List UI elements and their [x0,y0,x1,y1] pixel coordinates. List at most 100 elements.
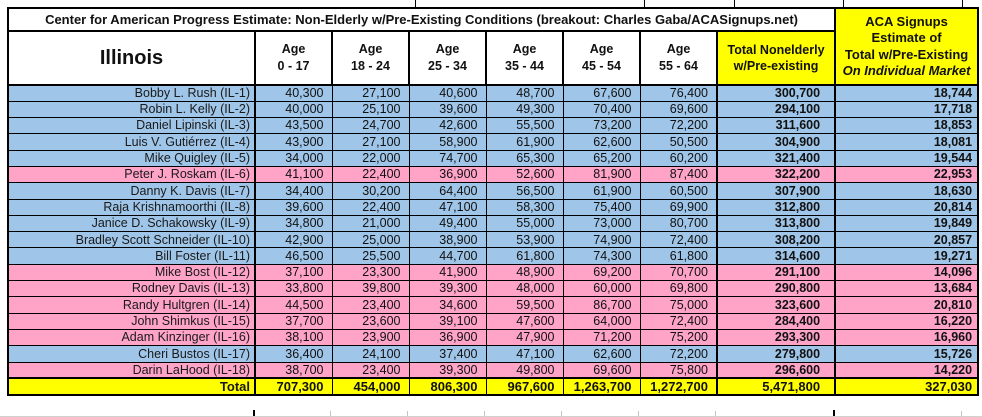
state-header[interactable]: Illinois [7,30,256,86]
age-value-cell[interactable]: 80,700 [639,214,718,233]
age-value-cell[interactable]: 37,100 [254,263,333,282]
age-value-cell[interactable]: 22,400 [331,165,410,184]
age-value-cell[interactable]: 58,300 [485,198,564,216]
age-value-cell[interactable]: 47,100 [485,345,564,363]
district-name-cell[interactable]: John Shimkus (IL-15) [7,312,256,330]
age-value-cell[interactable]: 49,400 [408,214,487,233]
total-age-value-cell[interactable]: 1,263,700 [562,377,641,397]
age-value-cell[interactable]: 69,800 [639,280,718,298]
age-value-cell[interactable]: 74,300 [562,247,641,265]
age-value-cell[interactable]: 50,500 [639,133,718,151]
age-value-cell[interactable]: 40,000 [254,100,333,119]
total-value-cell[interactable]: 323,600 [715,296,837,314]
district-name-cell[interactable]: Luis V. Gutiérrez (IL-4) [7,133,256,151]
age-column-header[interactable]: Age 0 - 17 [254,30,333,86]
aca-value-cell[interactable]: 19,271 [834,247,980,265]
age-value-cell[interactable]: 23,600 [331,312,410,330]
age-value-cell[interactable]: 30,200 [331,182,410,200]
age-value-cell[interactable]: 61,900 [562,182,641,200]
age-value-cell[interactable]: 74,900 [562,231,641,249]
age-value-cell[interactable]: 72,400 [639,312,718,330]
age-value-cell[interactable]: 34,800 [254,214,333,233]
age-value-cell[interactable]: 39,600 [408,100,487,119]
age-value-cell[interactable]: 38,700 [254,361,333,379]
age-value-cell[interactable]: 22,000 [331,149,410,167]
age-value-cell[interactable]: 72,400 [639,231,718,249]
district-name-cell[interactable]: Janice D. Schakowsky (IL-9) [7,214,256,233]
district-name-cell[interactable]: Adam Kinzinger (IL-16) [7,328,256,347]
age-value-cell[interactable]: 40,300 [254,84,333,102]
age-value-cell[interactable]: 62,600 [562,345,641,363]
age-value-cell[interactable]: 61,800 [485,247,564,265]
district-name-cell[interactable]: Bobby L. Rush (IL-1) [7,84,256,102]
aca-value-cell[interactable]: 18,744 [834,84,980,102]
age-value-cell[interactable]: 69,600 [562,361,641,379]
age-value-cell[interactable]: 36,900 [408,165,487,184]
age-value-cell[interactable]: 25,500 [331,247,410,265]
age-value-cell[interactable]: 39,300 [408,280,487,298]
total-column-header[interactable]: Total Nonelderly w/Pre-existing [715,30,837,86]
age-value-cell[interactable]: 71,200 [562,328,641,347]
total-label-cell[interactable]: Total [7,377,256,397]
age-value-cell[interactable]: 21,000 [331,214,410,233]
age-value-cell[interactable]: 37,400 [408,345,487,363]
district-name-cell[interactable]: Raja Krishnamoorthi (IL-8) [7,198,256,216]
age-value-cell[interactable]: 39,600 [254,198,333,216]
age-value-cell[interactable]: 61,900 [485,133,564,151]
total-value-cell[interactable]: 296,600 [715,361,837,379]
age-column-header[interactable]: Age 45 - 54 [562,30,641,86]
age-value-cell[interactable]: 55,000 [485,214,564,233]
age-value-cell[interactable]: 39,100 [408,312,487,330]
aca-value-cell[interactable]: 20,857 [834,231,980,249]
age-column-header[interactable]: Age 18 - 24 [331,30,410,86]
age-value-cell[interactable]: 42,900 [254,231,333,249]
age-value-cell[interactable]: 70,400 [562,100,641,119]
age-column-header[interactable]: Age 55 - 64 [639,30,718,86]
total-value-cell[interactable]: 291,100 [715,263,837,282]
age-value-cell[interactable]: 43,500 [254,117,333,135]
age-column-header[interactable]: Age 35 - 44 [485,30,564,86]
age-value-cell[interactable]: 24,100 [331,345,410,363]
district-name-cell[interactable]: Mike Bost (IL-12) [7,263,256,282]
aca-value-cell[interactable]: 15,726 [834,345,980,363]
age-value-cell[interactable]: 34,600 [408,296,487,314]
age-value-cell[interactable]: 41,900 [408,263,487,282]
district-name-cell[interactable]: Cheri Bustos (IL-17) [7,345,256,363]
age-value-cell[interactable]: 39,800 [331,280,410,298]
total-value-cell[interactable]: 322,200 [715,165,837,184]
total-age-value-cell[interactable]: 454,000 [331,377,410,397]
aca-value-cell[interactable]: 14,096 [834,263,980,282]
age-value-cell[interactable]: 65,300 [485,149,564,167]
grand-total-cell[interactable]: 5,471,800 [715,377,837,397]
district-name-cell[interactable]: Randy Hultgren (IL-14) [7,296,256,314]
age-value-cell[interactable]: 67,600 [562,84,641,102]
age-value-cell[interactable]: 56,500 [485,182,564,200]
aca-value-cell[interactable]: 16,960 [834,328,980,347]
aca-value-cell[interactable]: 20,810 [834,296,980,314]
age-value-cell[interactable]: 48,000 [485,280,564,298]
aca-column-header[interactable]: ACA Signups Estimate of Total w/Pre-Exis… [834,7,980,86]
age-value-cell[interactable]: 64,400 [408,182,487,200]
age-value-cell[interactable]: 49,300 [485,100,564,119]
age-value-cell[interactable]: 69,900 [639,198,718,216]
age-value-cell[interactable]: 27,100 [331,133,410,151]
age-value-cell[interactable]: 23,300 [331,263,410,282]
district-name-cell[interactable]: Danny K. Davis (IL-7) [7,182,256,200]
age-value-cell[interactable]: 38,100 [254,328,333,347]
age-value-cell[interactable]: 75,000 [639,296,718,314]
district-name-cell[interactable]: Bill Foster (IL-11) [7,247,256,265]
age-value-cell[interactable]: 75,200 [639,328,718,347]
age-value-cell[interactable]: 44,700 [408,247,487,265]
age-value-cell[interactable]: 37,700 [254,312,333,330]
age-value-cell[interactable]: 36,900 [408,328,487,347]
age-value-cell[interactable]: 70,700 [639,263,718,282]
aca-value-cell[interactable]: 20,814 [834,198,980,216]
total-value-cell[interactable]: 307,900 [715,182,837,200]
age-value-cell[interactable]: 59,500 [485,296,564,314]
total-value-cell[interactable]: 313,800 [715,214,837,233]
age-value-cell[interactable]: 42,600 [408,117,487,135]
age-value-cell[interactable]: 23,400 [331,361,410,379]
age-column-header[interactable]: Age 25 - 34 [408,30,487,86]
age-value-cell[interactable]: 27,100 [331,84,410,102]
age-value-cell[interactable]: 48,900 [485,263,564,282]
